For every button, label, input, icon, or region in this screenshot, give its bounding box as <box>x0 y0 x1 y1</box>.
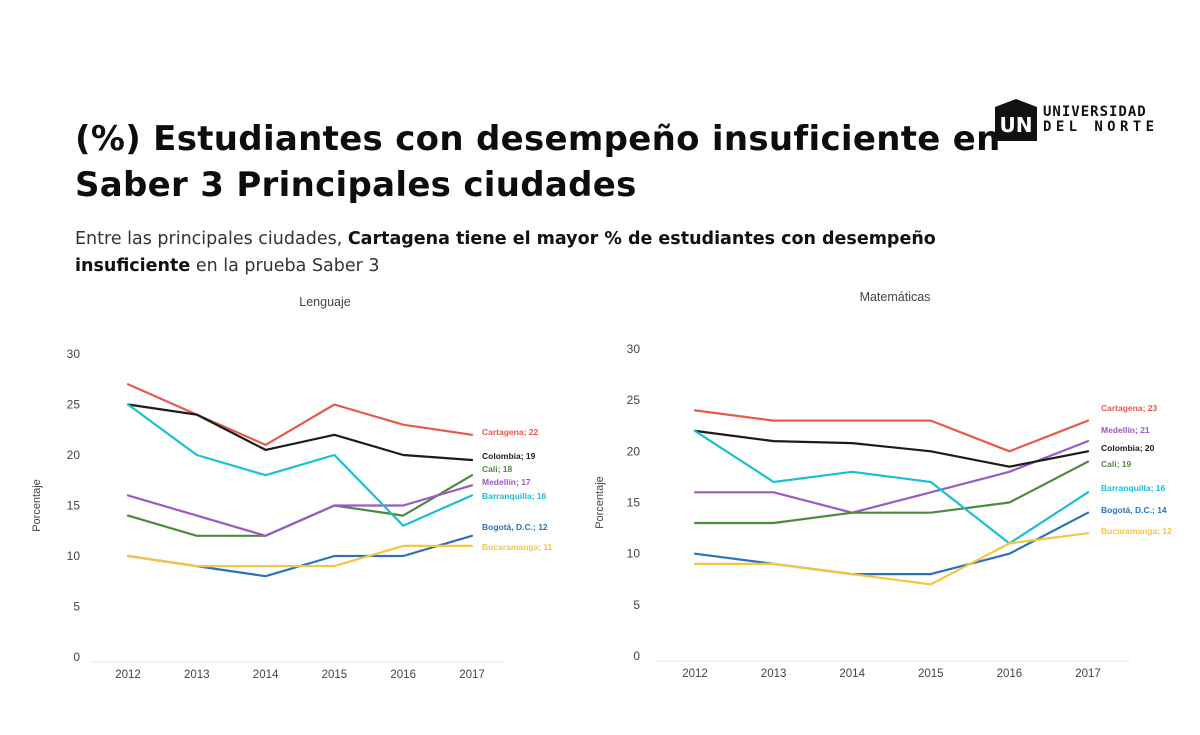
x-tick-label-matematicas: 2012 <box>682 668 708 680</box>
y-tick-label-matematicas: 20 <box>627 444 641 458</box>
subtitle-text-2: en la prueba Saber 3 <box>190 256 380 276</box>
x-tick-label-matematicas: 2015 <box>918 668 944 680</box>
series-line-bucaramanga-lenguaje <box>126 544 474 568</box>
logo-line-2: DEL NORTE <box>1043 119 1159 135</box>
series-label-cartagena-lenguaje: Cartagena; 22 <box>482 427 538 437</box>
x-tick-label-lenguaje: 2016 <box>390 669 416 681</box>
series-label-bogota-d-c-lenguaje: Bogotá, D.C.; 12 <box>482 522 548 532</box>
series-line-bogota-d-c-matematicas <box>693 511 1090 576</box>
series-line-bucaramanga-matematicas <box>693 532 1090 586</box>
logo-mark-text: UN <box>1000 113 1033 137</box>
y-tick-label-matematicas: 15 <box>627 496 641 510</box>
y-tick-label-matematicas: 10 <box>627 547 641 561</box>
series-label-cartagena-matematicas: Cartagena; 23 <box>1101 403 1157 413</box>
y-tick-label-lenguaje: 0 <box>73 650 80 664</box>
logo-mark-icon: UN <box>995 99 1037 141</box>
y-tick-label-lenguaje: 5 <box>73 600 80 614</box>
series-line-barranquilla-lenguaje <box>126 403 474 527</box>
y-tick-label-lenguaje: 15 <box>67 499 81 513</box>
subtitle-text-1: Entre las principales ciudades, <box>75 229 348 249</box>
series-label-medellin-lenguaje: Medellín; 17 <box>482 477 531 487</box>
x-tick-label-matematicas: 2014 <box>839 668 865 680</box>
chart-title-matematicas: Matemáticas <box>860 290 931 304</box>
series-line-medellin-matematicas <box>693 440 1090 514</box>
logo-wordmark: UNIVERSIDAD DEL NORTE <box>1043 105 1158 135</box>
y-tick-label-lenguaje: 25 <box>67 398 81 412</box>
y-tick-label-lenguaje: 20 <box>67 448 81 462</box>
series-line-cartagena-matematicas <box>693 409 1090 453</box>
series-label-colombia-lenguaje: Colombia; 19 <box>482 451 536 461</box>
y-tick-label-lenguaje: 10 <box>67 549 81 563</box>
chart-title-lenguaje: Lenguaje <box>299 295 350 309</box>
series-label-colombia-matematicas: Colombia; 20 <box>1101 443 1155 453</box>
x-tick-label-lenguaje: 2015 <box>322 669 348 681</box>
x-tick-label-matematicas: 2017 <box>1075 668 1101 680</box>
logo-line-1: UNIVERSIDAD <box>1043 104 1147 120</box>
y-tick-label-matematicas: 0 <box>633 649 640 663</box>
series-line-colombia-lenguaje <box>126 403 474 462</box>
y-tick-label-matematicas: 5 <box>633 598 640 612</box>
series-line-cali-lenguaje <box>126 474 474 537</box>
series-line-bogota-d-c-lenguaje <box>126 534 474 578</box>
series-label-cali-lenguaje: Cali; 18 <box>482 464 513 474</box>
x-tick-label-matematicas: 2013 <box>761 668 787 680</box>
subtitle-highlight: Cartagena tiene el mayor % de estudiante… <box>75 229 936 276</box>
x-tick-label-lenguaje: 2017 <box>459 669 485 681</box>
x-tick-label-lenguaje: 2012 <box>115 669 141 681</box>
series-label-bogota-d-c-matematicas: Bogotá, D.C.; 14 <box>1101 505 1167 515</box>
y-axis-title-matematicas: Porcentaje <box>594 476 606 529</box>
series-label-cali-matematicas: Cali; 19 <box>1101 459 1132 469</box>
y-tick-label-matematicas: 25 <box>627 393 641 407</box>
y-axis-title-lenguaje: Porcentaje <box>31 479 43 532</box>
x-tick-label-lenguaje: 2013 <box>184 669 210 681</box>
x-tick-label-lenguaje: 2014 <box>253 669 279 681</box>
series-label-barranquilla-lenguaje: Barranquilla; 16 <box>482 491 547 501</box>
university-logo: UN UNIVERSIDAD DEL NORTE <box>995 97 1175 143</box>
y-tick-label-matematicas: 30 <box>627 342 641 356</box>
series-label-barranquilla-matematicas: Barranquilla; 16 <box>1101 483 1166 493</box>
series-line-barranquilla-matematicas <box>693 429 1090 545</box>
y-tick-label-lenguaje: 30 <box>67 347 81 361</box>
x-tick-label-matematicas: 2016 <box>997 668 1023 680</box>
series-label-bucaramanga-lenguaje: Bucaramanga; 11 <box>482 542 553 552</box>
series-label-bucaramanga-matematicas: Bucaramanga; 12 <box>1101 526 1172 536</box>
series-line-cali-matematicas <box>693 460 1090 525</box>
series-line-colombia-matematicas <box>693 429 1090 468</box>
page-subtitle: Entre las principales ciudades, Cartagen… <box>75 226 975 280</box>
series-line-cartagena-lenguaje <box>126 383 474 446</box>
page-title: (%) Estudiantes con desempeño insuficien… <box>75 119 1001 205</box>
series-label-medellin-matematicas: Medellín; 21 <box>1101 425 1150 435</box>
series-line-medellin-lenguaje <box>126 484 474 537</box>
